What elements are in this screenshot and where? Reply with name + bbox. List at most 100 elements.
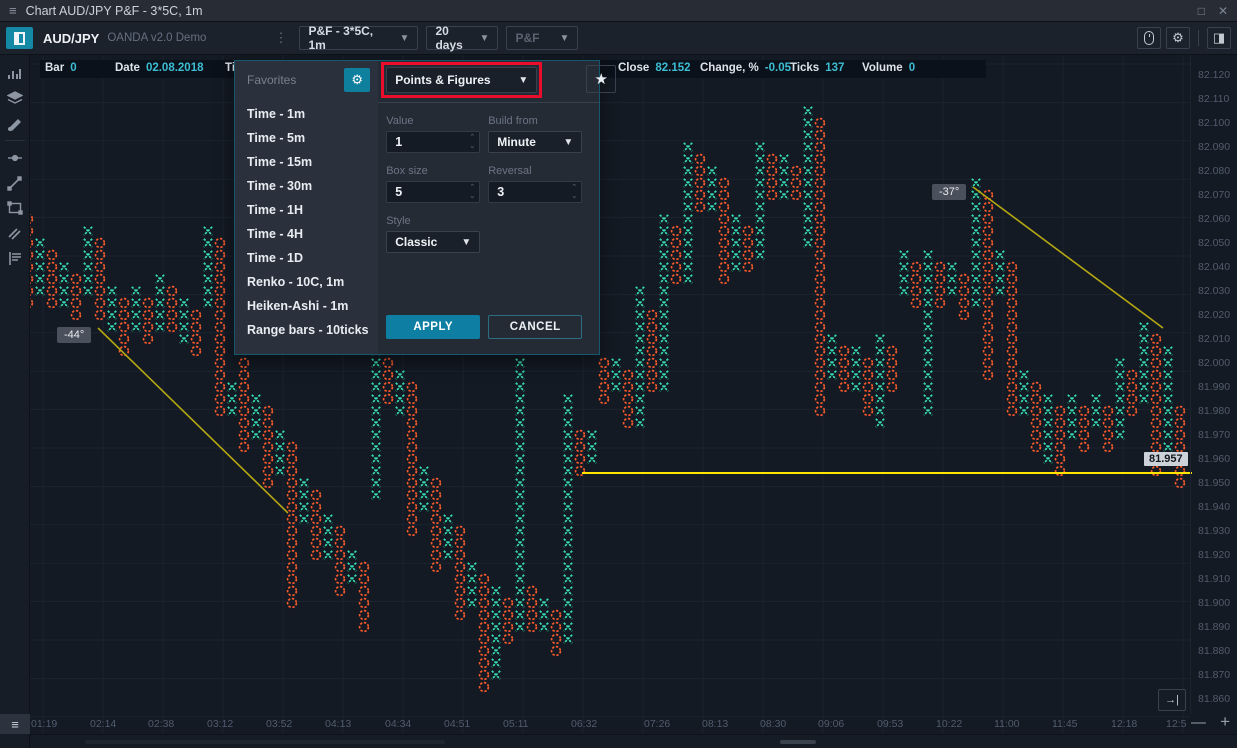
mouse-mode-button[interactable] [1137, 27, 1161, 49]
gear-icon: ⚙ [351, 72, 364, 87]
chart-type-panel: Favorites ⚙ Time - 1m Time - 5m Time - 15m… [234, 60, 617, 355]
scrollbar-thumb[interactable] [780, 740, 816, 744]
time-axis-label: 11:45 [1052, 718, 1078, 730]
price-axis-label: 82.110 [1198, 93, 1230, 105]
grid-lines [30, 55, 1190, 734]
horizontal-scrollbar[interactable] [30, 734, 1237, 748]
angle-annotation[interactable]: -44° [57, 327, 92, 343]
chevron-down-icon: ▼ [559, 32, 570, 44]
favorite-item[interactable]: Renko - 10C, 1m [247, 275, 345, 289]
trend-lines[interactable] [97, 186, 1192, 514]
time-axis-label: 04:13 [325, 718, 352, 730]
price-axis-label: 81.890 [1198, 621, 1231, 633]
price-axis-label: 82.020 [1198, 309, 1231, 321]
favorite-item[interactable]: Time - 15m [247, 155, 313, 169]
star-icon: ★ [594, 71, 608, 88]
volume-info: Volume 0 [862, 62, 916, 74]
scrollbar-track[interactable] [85, 740, 445, 744]
favorite-item[interactable]: Time - 4H [247, 227, 304, 241]
favorite-item[interactable]: Time - 1m [247, 107, 306, 121]
box-size-label: Box size [386, 165, 428, 177]
chart-type-select[interactable]: Points & Figures ▼ [386, 67, 538, 93]
time-axis-label: 12:5 [1166, 718, 1187, 730]
price-axis-label: 81.940 [1198, 501, 1231, 513]
study-dropdown[interactable]: P&F ▼ [506, 26, 579, 50]
price-axis-label: 82.030 [1198, 285, 1231, 297]
price-axis-label: 81.980 [1198, 405, 1231, 417]
favorite-item[interactable]: Time - 30m [247, 179, 313, 193]
pencil-icon[interactable] [3, 112, 27, 134]
annotation-tool-icon[interactable] [3, 247, 27, 269]
time-axis-label: 07:26 [644, 718, 671, 730]
goto-latest-button[interactable]: →| [1158, 689, 1186, 711]
rectangle-tool-icon[interactable] [3, 197, 27, 219]
horizontal-line-tool-icon[interactable] [3, 147, 27, 169]
stepper-icon[interactable]: ⌃ ⌄ [469, 134, 476, 150]
chart-type-dropdown[interactable]: P&F - 3*5C, 1m ▼ [299, 24, 419, 52]
price-axis-label: 82.000 [1198, 357, 1231, 369]
date-info: Date 02.08.2018 [115, 62, 204, 74]
chart-area[interactable]: Bar 0 Date 02.08.2018 Ti Close 82.152 Chang… [30, 55, 1237, 748]
title-bar: ≡ Chart AUD/JPY P&F - 3*5C, 1m □ ✕ [0, 0, 1237, 22]
zoom-out-button[interactable]: — [1191, 714, 1206, 731]
bar-info: Bar 0 [45, 62, 77, 74]
pnf-chart-canvas[interactable] [30, 55, 1237, 748]
layout-button[interactable]: ◨ [1207, 27, 1231, 49]
chart-window-icon[interactable] [6, 27, 33, 49]
style-select[interactable]: Classic ▼ [386, 231, 481, 253]
value-label: Value [386, 115, 414, 127]
reversal-label: Reversal [488, 165, 532, 177]
favorites-settings-button[interactable]: ⚙ [344, 68, 371, 92]
price-axis-label: 81.920 [1198, 549, 1231, 561]
reversal-input[interactable]: 3 ⌃ ⌄ [488, 181, 583, 203]
zoom-in-button[interactable]: + [1220, 712, 1230, 731]
time-axis-label: 11:00 [994, 718, 1020, 730]
favorite-star-button[interactable]: ★ [586, 65, 617, 93]
parallel-channel-tool-icon[interactable] [3, 222, 27, 244]
favorite-item[interactable]: Heiken-Ashi - 1m [247, 299, 349, 313]
value-input[interactable]: 1 ⌃ ⌄ [386, 131, 481, 153]
time-axis[interactable]: 01:19 02:14 02:38 03:12 03:52 04:13 04:34 04:51… [30, 715, 1190, 734]
price-axis-label: 82.120 [1198, 69, 1231, 81]
price-axis-label: 82.080 [1198, 165, 1231, 177]
favorite-item[interactable]: Time - 1D [247, 251, 304, 265]
object-list-button[interactable]: ≡ [0, 714, 30, 734]
close-info: Close 82.152 [618, 62, 691, 74]
style-label: Style [386, 215, 411, 227]
time-axis-label: 03:52 [266, 718, 293, 730]
account-label: OANDA v2.0 Demo [107, 32, 207, 44]
cancel-button[interactable]: CANCEL [488, 315, 583, 339]
favorite-item[interactable]: Range bars - 10ticks [247, 323, 369, 337]
stepper-icon[interactable]: ⌃ ⌄ [571, 184, 578, 200]
menu-icon[interactable]: ≡ [9, 3, 17, 18]
time-axis-label: 08:13 [702, 718, 729, 730]
symbol-name[interactable]: AUD/JPY [43, 30, 100, 46]
price-axis-label: 81.900 [1198, 597, 1231, 609]
price-axis-label: 82.040 [1198, 261, 1231, 273]
time-info: Ti [225, 62, 236, 74]
settings-button[interactable]: ⚙ [1166, 27, 1190, 49]
build-from-select[interactable]: Minute ▼ [488, 131, 583, 153]
time-axis-label: 08:30 [760, 718, 787, 730]
box-size-input[interactable]: 5 ⌃ ⌄ [386, 181, 481, 203]
maximize-icon[interactable]: □ [1197, 3, 1205, 18]
favorite-item[interactable]: Time - 1H [247, 203, 304, 217]
trend-line-tool-icon[interactable] [3, 172, 27, 194]
window-title: Chart AUD/JPY P&F - 3*5C, 1m [25, 3, 203, 18]
close-icon[interactable]: ✕ [1217, 3, 1228, 18]
stepper-icon[interactable]: ⌃ ⌄ [469, 184, 476, 200]
angle-annotation[interactable]: -37° [932, 184, 967, 200]
price-axis-label: 82.070 [1198, 189, 1231, 201]
apply-button[interactable]: APPLY [386, 315, 481, 339]
pnf-o-symbols [30, 117, 1186, 693]
price-tag: 81.957 [1144, 452, 1188, 466]
more-options-icon[interactable]: ⋮ [274, 30, 288, 45]
time-axis-label: 01:19 [31, 718, 58, 730]
indicator-bars-icon[interactable] [3, 62, 27, 84]
favorite-item[interactable]: Time - 5m [247, 131, 306, 145]
range-dropdown[interactable]: 20 days ▼ [426, 24, 499, 52]
chevron-down-icon: ▼ [461, 236, 472, 248]
layers-icon[interactable] [3, 87, 27, 109]
price-axis[interactable]: 82.120 82.110 82.100 82.090 82.080 82.070 82.0… [1190, 55, 1237, 715]
